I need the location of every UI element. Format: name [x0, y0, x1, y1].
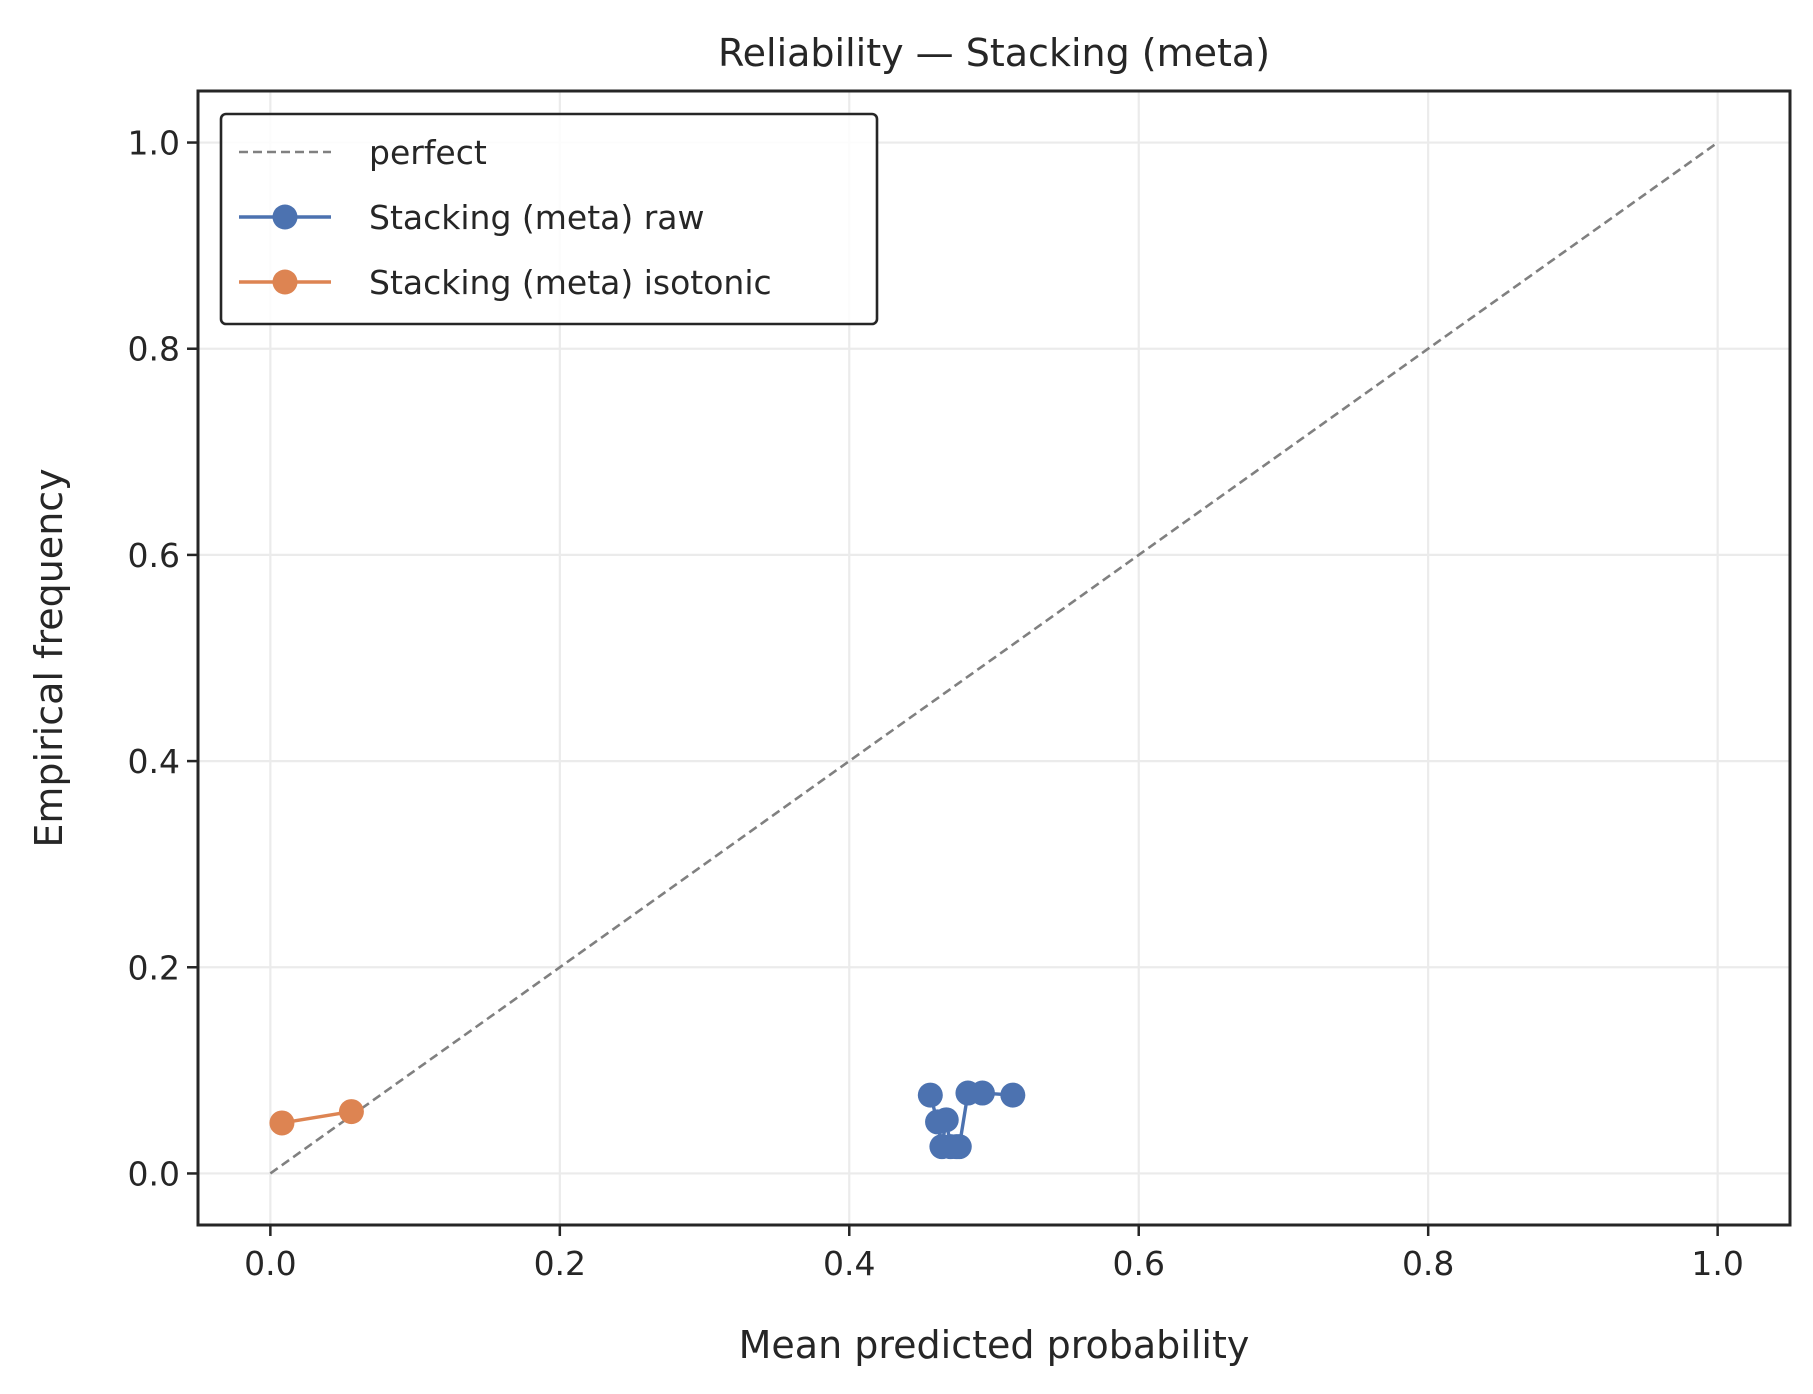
data-point-raw — [917, 1082, 943, 1108]
chart-title: Reliability — Stacking (meta) — [718, 31, 1270, 75]
data-point-raw — [969, 1080, 995, 1106]
data-point-raw — [946, 1134, 972, 1160]
x-axis-label: Mean predicted probability — [739, 1323, 1250, 1367]
plot-series — [269, 141, 1719, 1175]
axis-ticks: 0.0 0.2 0.4 0.6 0.8 1.0 0.0 0.2 0.4 0.6 0.8 1.0 — [128, 124, 1744, 1283]
legend-label: Stacking (meta) raw — [369, 198, 705, 237]
y-tick-label: 0.6 — [128, 536, 180, 575]
data-point-raw — [933, 1107, 959, 1133]
legend-label: perfect — [369, 133, 487, 172]
data-point-raw — [1000, 1082, 1026, 1108]
x-tick-label: 0.6 — [1112, 1244, 1164, 1283]
y-tick-label: 0.0 — [128, 1154, 180, 1193]
data-point-isotonic — [269, 1110, 295, 1136]
x-tick-label: 0.8 — [1402, 1244, 1454, 1283]
data-point-isotonic — [338, 1099, 364, 1125]
x-tick-label: 1.0 — [1691, 1244, 1743, 1283]
plot-frame — [196, 89, 1792, 1227]
legend-swatch-marker — [272, 204, 298, 230]
legend-box — [219, 112, 879, 326]
y-tick-label: 0.8 — [128, 330, 180, 369]
legend-swatch-marker — [272, 269, 298, 295]
y-tick-label: 0.2 — [128, 948, 180, 987]
y-tick-label: 1.0 — [128, 124, 180, 163]
legend: perfect Stacking (meta) raw Stacking (meta… — [219, 112, 879, 326]
x-tick-label: 0.2 — [534, 1244, 586, 1283]
perfect-calibration-line — [269, 141, 1719, 1175]
y-axis-label: Empirical frequency — [27, 468, 71, 847]
x-tick-label: 0.4 — [823, 1244, 875, 1283]
legend-label: Stacking (meta) isotonic — [369, 263, 772, 302]
x-tick-label: 0.0 — [244, 1244, 296, 1283]
y-tick-label: 0.4 — [128, 742, 180, 781]
